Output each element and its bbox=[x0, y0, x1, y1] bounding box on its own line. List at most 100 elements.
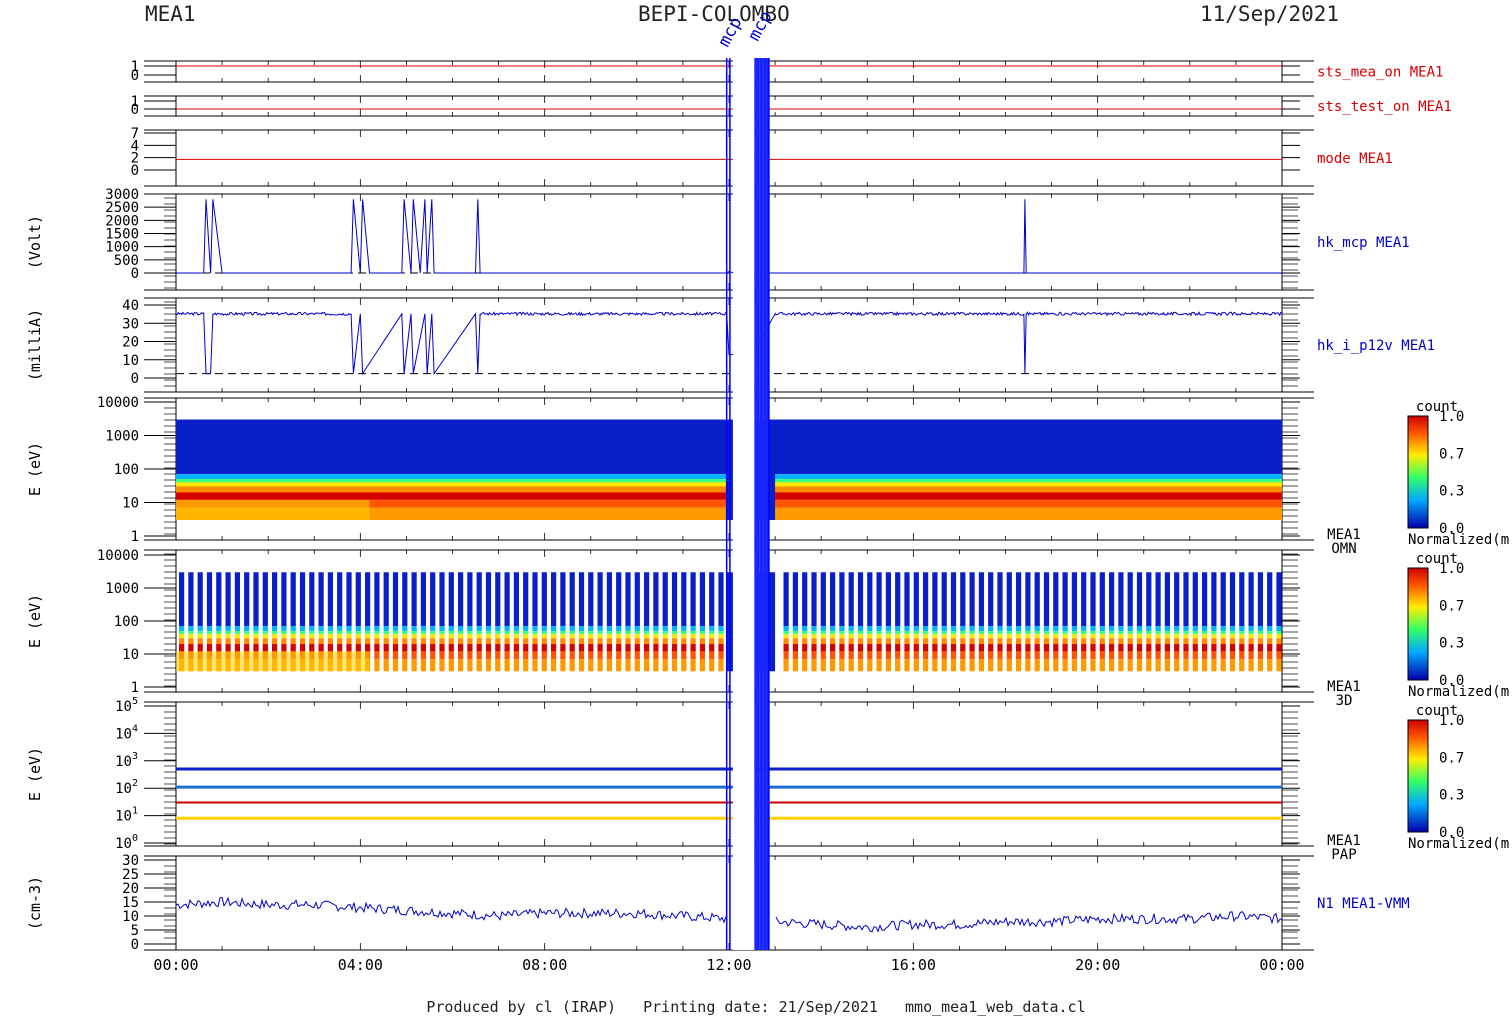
heatmap-cell bbox=[318, 572, 324, 627]
heatmap-cell bbox=[532, 626, 538, 631]
heatmap-cell bbox=[1164, 626, 1170, 631]
heatmap-cell bbox=[653, 634, 659, 639]
heatmap-cell bbox=[1006, 638, 1012, 645]
heatmap-cell bbox=[206, 644, 213, 652]
heatmap-cell bbox=[913, 630, 919, 635]
heatmap-cell bbox=[811, 644, 817, 652]
y-tick-label: 1 bbox=[131, 59, 139, 75]
heatmap-cell bbox=[1109, 626, 1115, 631]
heatmap-cell bbox=[690, 572, 696, 627]
heatmap-cell bbox=[885, 634, 891, 639]
heatmap-cell bbox=[197, 626, 203, 631]
heatmap-cell bbox=[820, 638, 826, 645]
heatmap-cell bbox=[1034, 651, 1040, 660]
heatmap-cell bbox=[448, 572, 454, 627]
heatmap-cell bbox=[1192, 572, 1198, 627]
heatmap-cell bbox=[923, 630, 929, 635]
heatmap-cell bbox=[411, 651, 417, 660]
heatmap-cell bbox=[867, 651, 873, 660]
heatmap-cell bbox=[997, 630, 1003, 635]
heatmap-cell bbox=[616, 638, 622, 645]
heatmap-cell bbox=[299, 630, 306, 635]
heatmap-cell bbox=[848, 572, 854, 627]
heatmap-cell bbox=[346, 644, 352, 652]
heatmap-cells bbox=[176, 572, 1282, 672]
heatmap-cell bbox=[1146, 644, 1152, 652]
heatmap-cell bbox=[904, 634, 910, 639]
heatmap-cell bbox=[1071, 572, 1077, 627]
heatmap-cell bbox=[1267, 572, 1273, 627]
heatmap-cell bbox=[588, 651, 594, 660]
heatmap-cell bbox=[299, 634, 306, 639]
heatmap-cell bbox=[960, 659, 966, 672]
heatmap-cell bbox=[504, 626, 510, 631]
heatmap-cell bbox=[1025, 659, 1031, 672]
heatmap-cell bbox=[839, 634, 845, 639]
heatmap-cell bbox=[1099, 572, 1105, 627]
heatmap-cell bbox=[346, 638, 352, 645]
heatmap-cell bbox=[1146, 638, 1152, 645]
heatmap-cell bbox=[606, 626, 612, 631]
heatmap-cell bbox=[1109, 659, 1115, 672]
heatmap-cell bbox=[309, 630, 315, 635]
heatmap-cell bbox=[950, 644, 957, 652]
series-label: N1 MEA1-VMM bbox=[1317, 896, 1410, 912]
heatmap-cell bbox=[402, 634, 408, 639]
heatmap-cell bbox=[1109, 572, 1115, 627]
heatmap-cell bbox=[792, 638, 798, 645]
heatmap-cell bbox=[309, 626, 315, 631]
heatmap-cell bbox=[1211, 638, 1217, 645]
colorbar-tick-label: 0.0 bbox=[1439, 825, 1464, 841]
heatmap-cell bbox=[262, 572, 268, 627]
heatmap-cell bbox=[588, 659, 594, 672]
heatmap-cell bbox=[327, 572, 333, 627]
heatmap-cell bbox=[234, 634, 240, 639]
heatmap-cell bbox=[402, 630, 408, 635]
heatmap-cell bbox=[216, 572, 222, 627]
heatmap-cell bbox=[188, 644, 194, 652]
heatmap-cell bbox=[811, 572, 817, 627]
heatmap-cell bbox=[830, 651, 836, 660]
heatmap-cell bbox=[197, 572, 203, 627]
heatmap-cell bbox=[234, 630, 240, 635]
heatmap-cell bbox=[988, 630, 994, 635]
y-tick-label: 0 bbox=[131, 68, 139, 84]
heatmap-cell bbox=[588, 630, 594, 635]
heatmap-cell bbox=[523, 572, 529, 627]
heatmap-cell bbox=[1229, 630, 1236, 635]
y-tick-label: 1500 bbox=[105, 227, 139, 243]
heatmap-cell bbox=[588, 572, 594, 627]
heatmap-cell bbox=[197, 638, 203, 645]
heatmap-cell bbox=[1248, 659, 1254, 672]
heatmap-cell bbox=[281, 644, 287, 652]
heatmap-cell bbox=[671, 651, 678, 660]
heatmap-cell bbox=[597, 651, 603, 660]
heatmap-cell bbox=[1229, 644, 1236, 652]
y-tick-label: 100 bbox=[114, 614, 139, 630]
heatmap-cell bbox=[1043, 651, 1050, 660]
heatmap-cell bbox=[932, 638, 938, 645]
heatmap-cell bbox=[337, 626, 343, 631]
heatmap-cell bbox=[978, 644, 984, 652]
heatmap-cell bbox=[1267, 630, 1273, 635]
y-tick-label: 20 bbox=[122, 335, 139, 351]
heatmap-cell bbox=[1202, 572, 1208, 627]
heatmap-cell bbox=[216, 634, 222, 639]
heatmap-cell bbox=[532, 659, 538, 672]
heatmap-cell bbox=[402, 626, 408, 631]
heatmap-cell bbox=[1146, 634, 1152, 639]
heatmap-cell bbox=[467, 626, 473, 631]
heatmap-cell bbox=[337, 572, 343, 627]
heatmap-cell bbox=[467, 572, 473, 627]
gap-marker-clear bbox=[732, 58, 755, 950]
heatmap-cell bbox=[485, 634, 492, 639]
colorbar-gradient bbox=[1407, 415, 1429, 529]
heatmap-cell bbox=[458, 626, 464, 631]
heatmap-cell bbox=[402, 651, 408, 660]
heatmap-cell bbox=[709, 651, 715, 660]
heatmap-cell bbox=[969, 626, 975, 631]
heatmap-cell bbox=[225, 630, 231, 635]
heatmap-cell bbox=[718, 630, 724, 635]
